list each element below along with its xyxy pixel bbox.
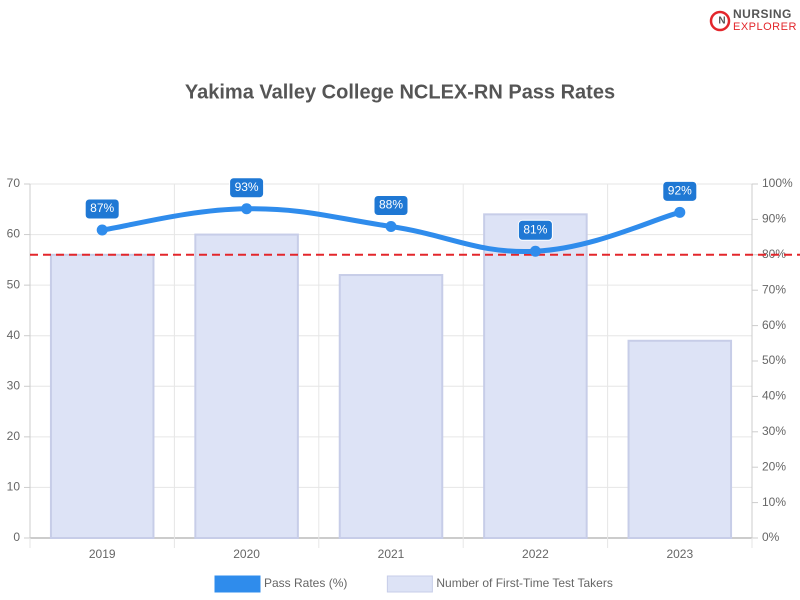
value-label: 92%: [662, 180, 698, 202]
y-tick-label: 50: [7, 277, 21, 291]
value-label-box: [373, 194, 409, 216]
value-label-text: 88%: [379, 198, 403, 212]
y2-tick-label: 0%: [762, 530, 780, 544]
legend-swatch: [214, 575, 261, 593]
y-tick-label: 30: [7, 378, 21, 392]
y2-tick-label: 90%: [762, 212, 786, 226]
y-tick-label: 40: [7, 328, 21, 342]
bar: [338, 274, 444, 539]
value-label: 93%: [229, 177, 265, 199]
logo-letter: N: [718, 16, 725, 27]
brand-logo: N NURSING EXPLORER: [709, 7, 797, 33]
value-label-box: [229, 177, 265, 199]
y2-tick-label: 30%: [762, 424, 786, 438]
value-label-box: [517, 219, 553, 241]
point: [529, 245, 541, 257]
point: [385, 220, 397, 232]
brand-line1: NURSING: [733, 7, 792, 21]
point: [96, 224, 108, 236]
y-tick-label: 0: [13, 530, 20, 544]
y-tick-label: 10: [7, 480, 21, 494]
x-tick-label: 2020: [233, 547, 260, 561]
chart-title: Yakima Valley College NCLEX-RN Pass Rate…: [185, 81, 615, 103]
legend-swatch: [386, 575, 433, 593]
value-label-box: [84, 198, 120, 220]
value-label: 81%: [517, 219, 553, 241]
y2-tick-label: 10%: [762, 495, 786, 509]
value-label: 88%: [373, 194, 409, 216]
x-tick-label: 2023: [666, 547, 693, 561]
y2-tick-label: 20%: [762, 459, 786, 473]
value-label-text: 93%: [235, 180, 259, 194]
logo-icon: [709, 10, 731, 32]
value-label-text: 92%: [668, 183, 692, 197]
y2-tick-label: 70%: [762, 282, 786, 296]
value-label-text: 87%: [90, 201, 114, 215]
y-tick-label: 60: [7, 227, 21, 241]
value-label-text: 81%: [523, 222, 547, 236]
legend-label: Number of First-Time Test Takers: [436, 576, 612, 590]
y2-tick-label: 100%: [762, 176, 793, 190]
legend-label: Pass Rates (%): [264, 576, 347, 590]
y2-tick-label: 60%: [762, 318, 786, 332]
y-tick-label: 70: [7, 176, 21, 190]
value-label: 87%: [84, 198, 120, 220]
bar: [49, 253, 155, 540]
bar: [483, 213, 588, 539]
value-label-box: [662, 180, 698, 202]
y2-tick-label: 50%: [762, 353, 786, 367]
point: [674, 206, 686, 218]
y2-tick-label: 40%: [762, 389, 786, 403]
x-tick-label: 2021: [378, 547, 405, 561]
x-tick-label: 2019: [89, 547, 116, 561]
brand-line2: EXPLORER: [733, 21, 797, 33]
y-tick-label: 20: [7, 429, 21, 443]
point: [241, 203, 253, 215]
x-tick-label: 2022: [522, 547, 549, 561]
bar: [627, 339, 733, 539]
bar: [194, 233, 299, 539]
